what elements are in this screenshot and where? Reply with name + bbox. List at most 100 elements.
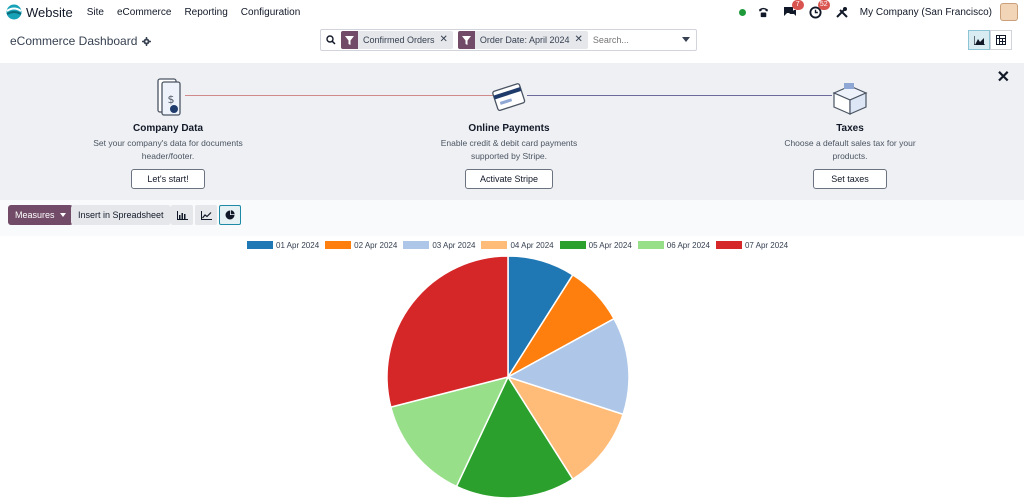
pivot-view-button[interactable] [990,30,1012,50]
legend-item[interactable]: 05 Apr 2024 [559,240,632,250]
step-description-line: supported by Stripe. [470,151,548,161]
app-name: Website [26,4,73,20]
remove-facet-icon[interactable]: ✕ [439,34,448,45]
caret-down-icon [59,213,66,217]
website-app-icon [6,4,22,20]
onboarding-connector [185,95,495,96]
menu-item-configuration[interactable]: Configuration [240,6,301,18]
legend-swatch [325,241,352,249]
activate-stripe-button[interactable]: Activate Stripe [465,169,553,189]
facet-label: Order Date: April 2024 [479,35,570,45]
legend-swatch [637,241,664,249]
pie-slice[interactable] [389,375,510,488]
graph-toolbar: Measures Insert in Spreadsheet [0,200,1024,236]
step-description-line: products. [832,151,868,161]
company-switcher[interactable]: My Company (San Francisco) [859,6,992,18]
legend-item[interactable]: 03 Apr 2024 [403,241,475,250]
step-description: Enable credit & debit card payments supp… [409,137,609,163]
menu-item-site[interactable]: Site [86,6,104,18]
pie-chart-button[interactable] [219,205,241,225]
pie-slice[interactable] [506,375,625,481]
pie-slice[interactable] [506,317,630,416]
tools-icon[interactable] [834,4,850,20]
line-chart-button[interactable] [195,205,217,225]
pivot-table-icon [996,35,1006,45]
messages-icon[interactable]: 7 [782,0,804,20]
pie-slice[interactable] [455,375,574,499]
view-switcher [968,30,1012,50]
filter-icon [457,31,475,49]
legend-item[interactable]: 02 Apr 2024 [325,241,397,250]
page-title: eCommerce Dashboard [10,34,152,48]
legend-label: 05 Apr 2024 [588,240,632,250]
pie-slice[interactable] [386,255,509,409]
search-options-toggle-icon[interactable] [682,37,690,42]
search-icon[interactable] [321,35,341,45]
legend-swatch [247,241,273,249]
pie-chart-icon [225,210,235,220]
facet-label: Confirmed Orders [363,35,435,45]
legend-item[interactable]: 07 Apr 2024 [715,240,789,250]
legend-swatch [559,241,586,249]
legend-label: 04 Apr 2024 [510,240,554,250]
remove-facet-icon[interactable]: ✕ [574,34,583,45]
onboarding-step-taxes: Taxes Choose a default sales tax for you… [750,75,950,189]
legend-label: 06 Apr 2024 [666,240,710,250]
main-menu: Site eCommerce Reporting Configuration [87,7,314,18]
measures-label: Measures [15,210,55,220]
control-panel: eCommerce Dashboard Confirmed Orders ✕ O… [0,24,1024,60]
filter-facet: Confirmed Orders ✕ [341,31,453,49]
filter-icon [341,31,358,49]
search-bar: Confirmed Orders ✕ Order Date: April 202… [320,29,697,51]
phone-icon[interactable] [756,4,772,20]
top-navbar: Website Site eCommerce Reporting Configu… [0,0,1024,24]
step-description: Choose a default sales tax for your prod… [750,137,950,163]
menu-item-ecommerce[interactable]: eCommerce [116,6,172,18]
line-chart-icon [200,210,212,220]
bar-chart-icon [176,210,188,220]
app-brand[interactable]: Website [6,4,73,20]
svg-text:$: $ [168,93,175,106]
step-description: Set your company's data for documents he… [68,137,268,163]
lets-start-button[interactable]: Let's start! [131,169,205,189]
legend-label: 01 Apr 2024 [276,240,320,250]
filter-facet: Order Date: April 2024 ✕ [457,31,588,49]
gear-icon[interactable] [142,36,152,46]
insert-in-spreadsheet-button[interactable]: Insert in Spreadsheet [71,205,171,225]
legend-item[interactable]: 04 Apr 2024 [481,240,554,250]
step-description-line: Enable credit & debit card payments [440,138,578,148]
step-description-line: Set your company's data for documents [93,138,243,148]
step-description-line: Choose a default sales tax for your [784,138,916,148]
legend-label: 07 Apr 2024 [744,240,789,250]
step-description-line: header/footer. [141,151,195,161]
legend-swatch [481,241,508,249]
legend-label: 03 Apr 2024 [432,240,476,250]
search-input[interactable] [592,35,693,45]
close-icon[interactable]: ✕ [996,69,1010,86]
page-title-text: eCommerce Dashboard [10,34,138,48]
activity-badge: 52 [817,0,830,10]
area-chart-icon [973,35,985,45]
menu-item-reporting[interactable]: Reporting [184,6,228,18]
bar-chart-button[interactable] [171,205,193,225]
legend-label: 02 Apr 2024 [354,240,398,250]
legend-item[interactable]: 01 Apr 2024 [247,241,319,250]
messages-badge: 7 [791,0,804,10]
legend-swatch [715,241,742,249]
step-title: Online Payments [468,123,550,134]
legend-item[interactable]: 06 Apr 2024 [637,240,710,250]
legend-swatch [403,241,430,249]
graph-view-button[interactable] [968,30,990,50]
systray: 7 52 My Company (San Francisco) [738,0,1018,22]
credit-card-icon [409,75,609,117]
step-title: Company Data [132,123,203,134]
measures-button[interactable]: Measures [8,205,73,225]
box-icon [750,75,950,117]
onboarding-connector [527,95,832,96]
document-coin-icon: $ [68,75,268,117]
user-avatar[interactable] [1000,3,1018,21]
activity-clock-icon[interactable]: 52 [808,0,830,20]
set-taxes-button[interactable]: Set taxes [813,169,887,189]
online-status-indicator [738,8,746,16]
